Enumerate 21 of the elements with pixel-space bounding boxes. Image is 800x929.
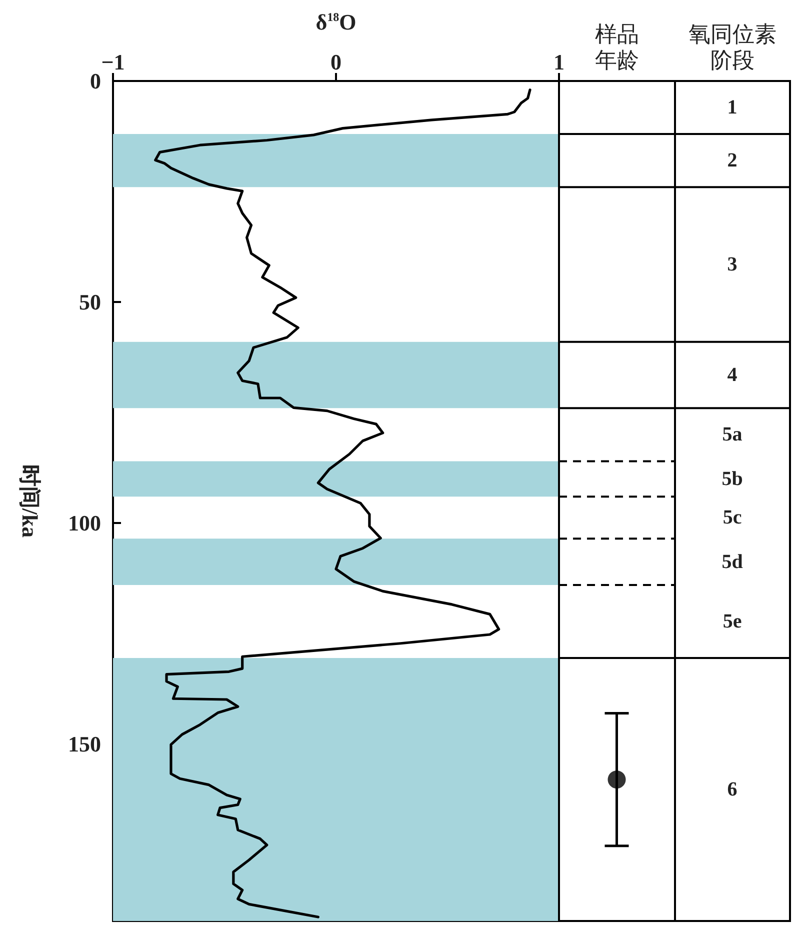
x-tick-label: 0 bbox=[330, 50, 342, 74]
y-axis-title: 时间/ka bbox=[18, 464, 42, 538]
x-tick-label: 1 bbox=[554, 50, 564, 74]
x-tick-label: 氧同位素阶段 bbox=[688, 22, 776, 72]
annotation: 5a bbox=[722, 424, 742, 446]
annotation: 5d bbox=[722, 550, 743, 573]
line-series bbox=[154, 88, 532, 918]
y-tick-label: 150 bbox=[68, 732, 101, 757]
annotation: 5c bbox=[722, 506, 742, 529]
annotation: 4 bbox=[727, 364, 738, 386]
annotation: 2 bbox=[727, 150, 738, 172]
y-tick-label: 100 bbox=[68, 510, 101, 536]
annotation: 3 bbox=[727, 253, 738, 276]
annotation: 5b bbox=[722, 468, 743, 490]
x-tick-label: 样品年龄 bbox=[594, 22, 639, 72]
annotation: 6 bbox=[727, 778, 738, 800]
x-tick-label: −1 bbox=[101, 50, 125, 74]
annotation: 1 bbox=[727, 96, 738, 119]
annotation: 5e bbox=[722, 610, 742, 632]
y-tick-label: 0 bbox=[90, 68, 101, 94]
y-tick-label: 50 bbox=[79, 290, 101, 315]
